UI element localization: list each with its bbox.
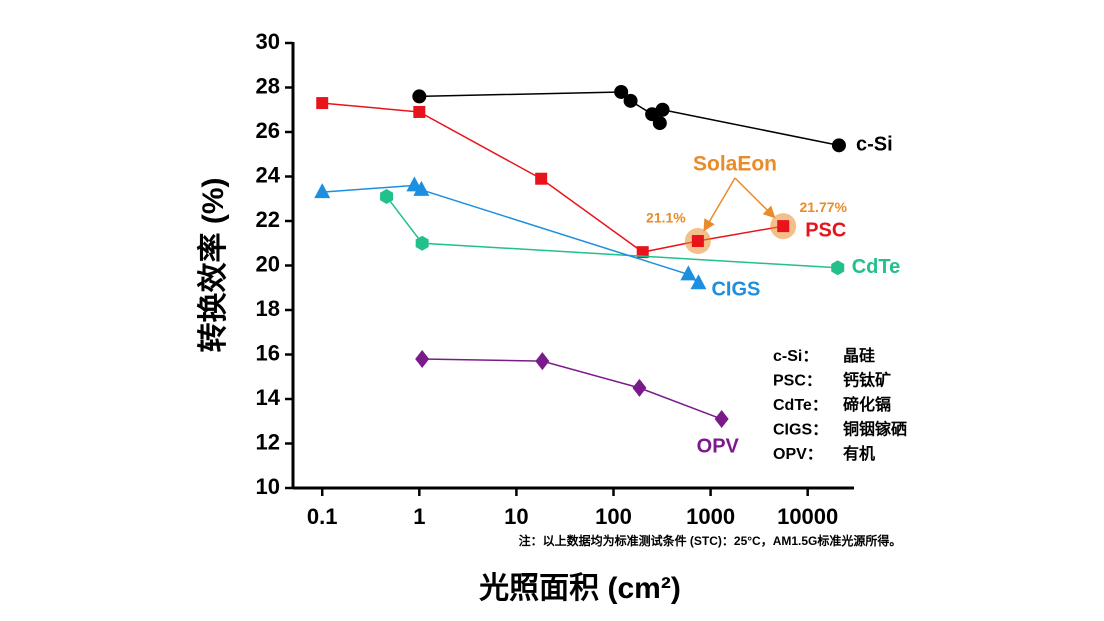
y-tick-label: 26 — [256, 118, 280, 143]
point — [535, 172, 548, 185]
note-abbr: CIGS： — [773, 422, 828, 439]
annotation-arrow — [703, 177, 736, 232]
series-line — [385, 196, 838, 269]
x-tick-label: 10 — [504, 504, 528, 529]
x-axis-title: 光照面积 (cm²) — [479, 572, 681, 605]
point — [535, 352, 550, 371]
point — [415, 235, 429, 251]
point — [680, 265, 697, 281]
point — [652, 116, 667, 131]
note-name: 有机 — [843, 444, 875, 463]
note-name: 铜铟镓硒 — [843, 420, 907, 439]
point — [777, 220, 790, 233]
series-label: OPV — [697, 435, 740, 457]
note-abbr: c-Si： — [773, 348, 818, 365]
point — [714, 410, 729, 429]
point — [412, 89, 427, 104]
x-tick-label: 100 — [595, 504, 632, 529]
point — [632, 378, 647, 397]
note-name: 钙钛矿 — [843, 371, 891, 390]
y-tick-label: 28 — [256, 73, 280, 98]
value-label: 21.1% — [646, 210, 686, 226]
point — [831, 138, 846, 153]
point — [623, 93, 638, 108]
point — [690, 274, 707, 290]
x-tick-label: 10000 — [777, 504, 838, 529]
series-label: CdTe — [852, 256, 901, 278]
point — [614, 84, 629, 99]
annotation: SolaEon — [693, 153, 777, 176]
y-tick-label: 22 — [256, 207, 280, 232]
series-line — [422, 358, 722, 420]
y-tick-label: 20 — [256, 251, 280, 276]
point — [413, 180, 430, 196]
point — [415, 349, 430, 368]
note-name: 晶硅 — [843, 346, 875, 365]
series-label: c-Si — [856, 134, 893, 156]
y-tick-label: 12 — [256, 429, 280, 454]
y-tick-label: 30 — [256, 29, 280, 54]
point — [691, 235, 704, 248]
x-tick-label: 0.1 — [307, 504, 338, 529]
y-tick-label: 14 — [256, 385, 281, 410]
y-tick-label: 18 — [256, 296, 280, 321]
y-axis-title: 转换效率 (%) — [197, 178, 230, 353]
series-line — [322, 184, 699, 284]
point — [314, 183, 331, 199]
y-tick-label: 10 — [256, 474, 280, 499]
point — [831, 260, 845, 276]
point — [316, 97, 329, 110]
value-label: 21.77% — [799, 199, 847, 215]
footnote: 注：以上数据均为标准测试条件 (STC)：25°C，AM1.5G标准光源所得。 — [519, 533, 902, 548]
point — [636, 246, 649, 259]
point — [655, 102, 670, 117]
note-name: 碲化镉 — [843, 395, 891, 414]
series-label: CIGS — [711, 279, 760, 301]
y-tick-label: 24 — [256, 162, 281, 187]
note-abbr: PSC： — [773, 373, 822, 390]
y-tick-label: 16 — [256, 340, 280, 365]
x-tick-label: 1000 — [686, 504, 735, 529]
series-line — [322, 102, 784, 253]
point — [413, 105, 426, 118]
note-abbr: CdTe： — [773, 397, 828, 414]
series-label: PSC — [805, 219, 846, 241]
note-abbr: OPV： — [773, 446, 823, 463]
annotation-arrow — [734, 177, 776, 219]
point — [380, 189, 394, 205]
x-tick-label: 1 — [413, 504, 425, 529]
